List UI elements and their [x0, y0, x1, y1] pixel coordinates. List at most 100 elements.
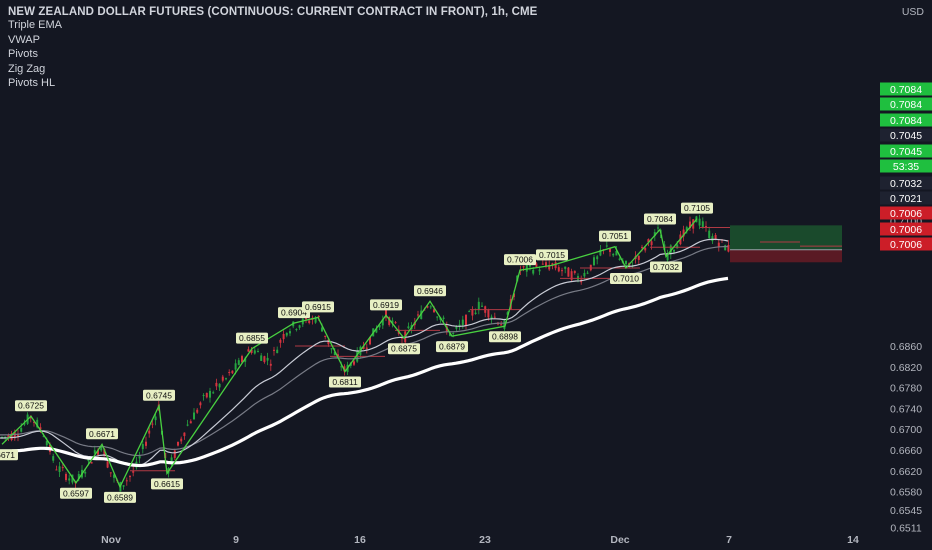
candle: [276, 346, 279, 354]
candle: [701, 217, 704, 229]
candle: [644, 246, 647, 253]
candle: [365, 343, 368, 354]
candle: [481, 302, 483, 307]
pivot-lines-layer: [130, 226, 842, 472]
indicator-zig-zag[interactable]: Zig Zag: [8, 62, 46, 75]
candle: [666, 249, 669, 264]
candle: [65, 472, 67, 482]
svg-text:0.6919: 0.6919: [373, 300, 399, 310]
price-tag: 53:35: [880, 159, 932, 173]
candle: [196, 407, 199, 414]
candle: [122, 485, 125, 490]
candle: [465, 314, 467, 330]
candle: [228, 369, 231, 376]
candle: [257, 348, 259, 353]
indicator-pivots[interactable]: Pivots: [8, 48, 38, 60]
candle: [253, 347, 256, 355]
candle: [58, 461, 61, 478]
ema-layer: [0, 238, 729, 468]
candle: [273, 346, 275, 356]
time-tick-label: 23: [479, 534, 491, 546]
pivot-label: 0.7105: [681, 202, 713, 214]
svg-text:0.7045: 0.7045: [890, 146, 922, 158]
svg-text:0.7084: 0.7084: [890, 99, 922, 111]
candle: [109, 472, 112, 477]
candle: [535, 262, 538, 268]
time-tick-label: Dec: [610, 534, 629, 546]
pivot-label: 0.7010: [610, 273, 642, 284]
time-tick-label: 16: [354, 534, 366, 546]
candle: [199, 401, 202, 409]
candle: [388, 316, 391, 327]
pivot-label: 0.6671: [0, 449, 18, 461]
position-zones: [730, 225, 842, 263]
candle: [609, 248, 611, 257]
candle: [183, 432, 186, 440]
pivot-label: 0.7006: [504, 254, 536, 266]
candle: [218, 383, 221, 392]
candle: [241, 354, 243, 364]
candle: [225, 377, 227, 381]
candle: [570, 268, 573, 282]
pivot-label: 0.6915: [302, 301, 334, 313]
candle: [394, 320, 397, 324]
candle: [468, 309, 471, 313]
candle: [605, 240, 608, 248]
svg-text:0.6898: 0.6898: [492, 332, 518, 342]
candle: [61, 463, 64, 472]
candle: [279, 338, 282, 348]
candle: [698, 214, 701, 230]
candle: [247, 346, 250, 352]
candle: [266, 352, 269, 366]
indicator-pivots-hl[interactable]: Pivots HL: [8, 77, 56, 89]
svg-text:53:35: 53:35: [893, 161, 919, 173]
svg-text:0.7105: 0.7105: [684, 203, 710, 213]
candle: [68, 474, 71, 485]
candle: [657, 223, 659, 232]
pivot-label: 0.6615: [151, 478, 183, 490]
candle: [330, 348, 333, 354]
chart-legend: NEW ZEALAND DOLLAR FUTURES (CONTINUOUS: …: [8, 6, 537, 91]
svg-text:0.7084: 0.7084: [890, 84, 922, 96]
time-axis[interactable]: Nov 9 16 23 Dec 7 14: [101, 534, 859, 546]
price-tag: 0.7045: [880, 144, 932, 158]
indicator-vwap[interactable]: VWAP: [8, 33, 40, 46]
svg-text:0.6597: 0.6597: [63, 488, 89, 498]
pivot-label: 0.6589: [104, 491, 136, 503]
zigzag-line: [1, 218, 698, 489]
candle: [170, 454, 173, 467]
pivot-label: 0.6898: [489, 331, 521, 343]
candle: [138, 451, 141, 464]
price-axis[interactable]: 0.71500.71000.68600.68200.67800.67400.67…: [890, 190, 922, 534]
candle: [209, 387, 211, 403]
svg-text:0.6671: 0.6671: [0, 450, 15, 460]
time-tick-label: 14: [847, 534, 859, 546]
candle: [17, 429, 19, 442]
indicator-triple-ema[interactable]: Triple EMA: [8, 19, 62, 31]
candle: [282, 330, 285, 343]
svg-text:0.6615: 0.6615: [154, 479, 180, 489]
pivot-labels-layer: 0.6671 0.6725 0.6597 0.6671 0.6589 0.6745 0.66…: [0, 202, 713, 503]
candle: [612, 252, 615, 258]
candle: [148, 426, 151, 438]
candle: [551, 262, 554, 270]
candle: [586, 270, 589, 275]
candle: [685, 225, 688, 234]
price-tag: 0.7006: [880, 237, 932, 251]
svg-text:0.7032: 0.7032: [653, 262, 679, 272]
ema-slow-line: [0, 245, 729, 457]
candle: [727, 240, 730, 253]
price-tick-label: 0.6820: [890, 362, 922, 374]
candle: [522, 265, 525, 272]
candle: [177, 441, 179, 447]
price-tick-label: 0.6860: [890, 341, 922, 353]
zigzag-layer: [1, 218, 698, 489]
candle: [493, 312, 496, 319]
price-tick-label: 0.6580: [890, 487, 922, 499]
candle: [682, 225, 685, 242]
candle: [33, 421, 35, 427]
candle: [381, 315, 384, 329]
candle: [205, 392, 208, 399]
candle: [637, 255, 640, 265]
